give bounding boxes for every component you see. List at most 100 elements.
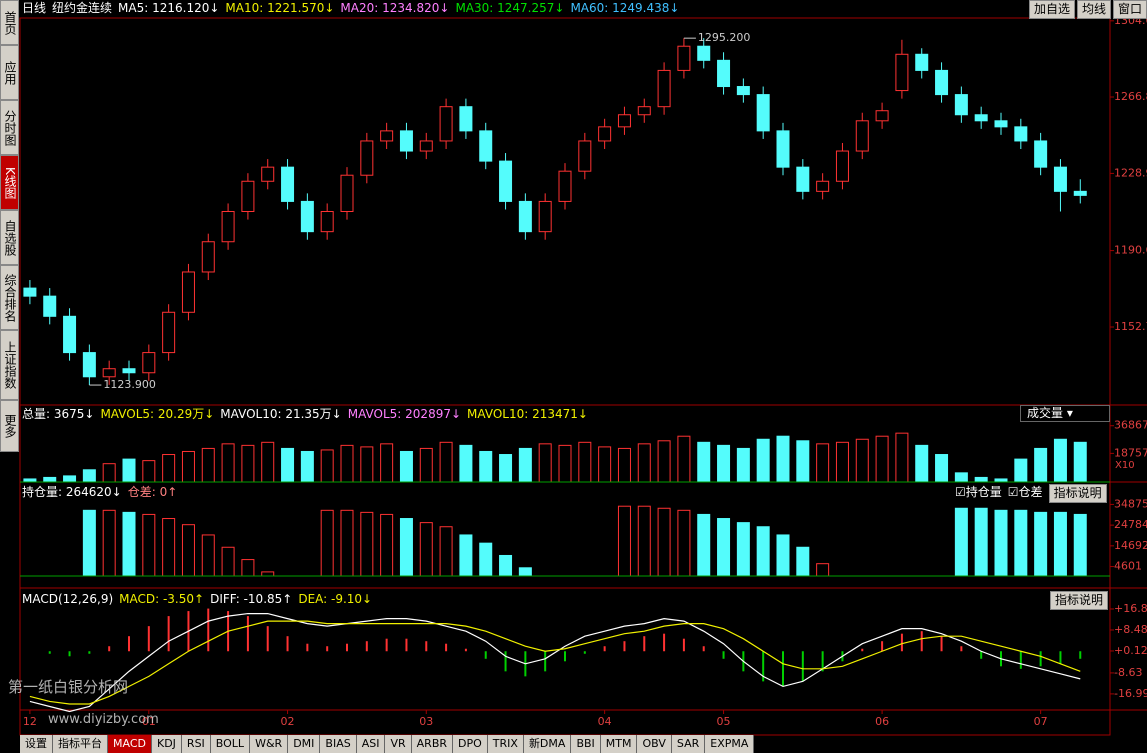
bar [816, 563, 830, 577]
bar [935, 454, 949, 483]
bar [82, 509, 96, 577]
candle-body [677, 45, 691, 71]
price-header: 日线 纽约金连续 MA5: 1216.120↓ MA10: 1221.570↓ MA… [22, 0, 679, 16]
toolbar-button[interactable]: 窗口 [1112, 0, 1147, 19]
bar [657, 440, 671, 483]
x-tick-label: 04 [598, 715, 612, 728]
candle-body [261, 166, 275, 182]
toolbar-button[interactable]: 均线 [1076, 0, 1111, 19]
indicator-tab[interactable]: MTM [600, 735, 638, 753]
period: 日线 [22, 1, 47, 15]
candle-body [717, 59, 731, 88]
help-button[interactable]: 指标说明 [1050, 591, 1109, 610]
indicator-tab[interactable]: 新DMA [523, 735, 572, 753]
candle-body [1014, 126, 1028, 142]
indicator-tab[interactable]: OBV [637, 735, 672, 753]
toolbar-button[interactable]: 加自选 [1028, 0, 1075, 19]
indicator-tab[interactable]: TRIX [487, 735, 524, 753]
symbol: 纽约金连续 [52, 1, 113, 15]
indicator-tab[interactable]: BBI [571, 735, 601, 753]
bar [380, 513, 394, 577]
x-tick-label: 03 [419, 715, 433, 728]
indicator-tab[interactable]: VR [385, 735, 412, 753]
bar [360, 511, 374, 577]
candle-body [835, 150, 849, 182]
checkbox[interactable]: ☑仓差 [1007, 485, 1043, 499]
indicator-tab[interactable]: BOLL [210, 735, 251, 753]
sidebar-tab[interactable]: 上证指数 [0, 330, 19, 400]
candle-body [558, 170, 572, 202]
bar [142, 513, 156, 577]
indicator-tab[interactable]: RSI [181, 735, 211, 753]
indicator-tab[interactable]: 设置 [20, 735, 53, 753]
sidebar-tab[interactable]: 分时图 [0, 100, 19, 155]
low-label: 1123.900 [103, 378, 156, 391]
bar [63, 475, 77, 483]
indicator-tab[interactable]: ASI [356, 735, 386, 753]
candle-body [23, 287, 37, 297]
indicator-tab[interactable]: ARBR [411, 735, 454, 753]
y-tick-label: 1266.8 [1114, 90, 1147, 103]
watermark: 第一纸白银分析网 [8, 678, 129, 696]
y-tick-label: -16.99 [1114, 687, 1147, 700]
candle-body [439, 106, 453, 142]
bar [82, 469, 96, 483]
bar [617, 505, 631, 577]
bar [479, 450, 493, 483]
candle-body [181, 271, 195, 313]
help-button[interactable]: 指标说明 [1048, 484, 1107, 503]
header-item: MAVOL10: 21.35万↓ [220, 407, 342, 421]
candle-body [697, 45, 711, 61]
indicator-select[interactable]: 成交量 ▾ [1020, 405, 1110, 422]
bar [736, 447, 750, 483]
sidebar-tab[interactable]: K线图 [0, 155, 19, 210]
bar [697, 513, 711, 577]
indicator-tab[interactable]: W&R [250, 735, 289, 753]
bar [261, 441, 275, 483]
candle-body [340, 174, 354, 212]
indicator-tab[interactable]: MACD [108, 735, 152, 753]
y-tick-label: 1152.7 [1114, 320, 1147, 333]
indicator-tab[interactable]: EXPMA [705, 735, 755, 753]
macd-header: MACD(12,26,9) MACD: -3.50↑ DIFF: -10.85↑ DE… [22, 591, 372, 607]
bar [439, 526, 453, 577]
bar [578, 441, 592, 483]
indicator-tab[interactable]: KDJ [151, 735, 182, 753]
indicator-tabs: 设置 指标平台 MACD KDJ RSI BOLL W&R DMI BIAS ASI VR ARBR D… [20, 735, 755, 753]
header-item: MA60: 1249.438↓ [570, 1, 680, 15]
candle-body [954, 94, 968, 116]
bar [895, 432, 909, 483]
candle-body [974, 114, 988, 122]
bar [954, 507, 968, 577]
indicator-tab[interactable]: DMI [288, 735, 321, 753]
sidebar-tab[interactable]: 更多 [0, 400, 19, 452]
sidebar-tab[interactable]: 应用 [0, 45, 19, 100]
sidebar-tab[interactable]: 综合排名 [0, 265, 19, 330]
bar [637, 505, 651, 577]
bar [499, 454, 513, 483]
sidebar-tab[interactable]: 自选股 [0, 210, 19, 265]
indicator-tab[interactable]: DPO [453, 735, 488, 753]
x-tick-label: 07 [1034, 715, 1048, 728]
indicator-tab[interactable]: SAR [671, 735, 706, 753]
bar [776, 534, 790, 577]
header-item: MAVOL10: 213471↓ [467, 407, 588, 421]
watermark-url: www.diyizby.com [48, 712, 159, 727]
candle-body [281, 166, 295, 202]
bar [399, 450, 413, 483]
bar [300, 450, 314, 483]
checkbox[interactable]: ☑持仓量 [955, 485, 1002, 499]
bar [974, 476, 988, 483]
bar [1014, 458, 1028, 483]
header-item: MACD: -3.50↑ [119, 592, 205, 606]
bar [340, 444, 354, 483]
sidebar-tab[interactable]: 首页 [0, 0, 19, 45]
indicator-tab[interactable]: 指标平台 [53, 735, 108, 753]
y-tick-label: +8.48 [1114, 623, 1147, 636]
x-tick-label: 01 [142, 715, 156, 728]
header-item: 持仓量: 264620↓ [22, 485, 122, 499]
indicator-tab[interactable]: BIAS [320, 735, 357, 753]
bar [360, 446, 374, 483]
candle-body [935, 69, 949, 96]
candle-body [875, 110, 889, 122]
